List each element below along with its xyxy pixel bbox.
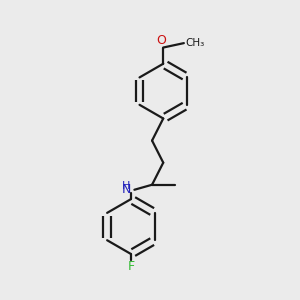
Text: O: O	[157, 34, 166, 46]
Text: CH₃: CH₃	[185, 38, 205, 47]
Text: H: H	[122, 181, 130, 191]
Text: F: F	[127, 260, 134, 273]
Text: N: N	[122, 183, 131, 196]
